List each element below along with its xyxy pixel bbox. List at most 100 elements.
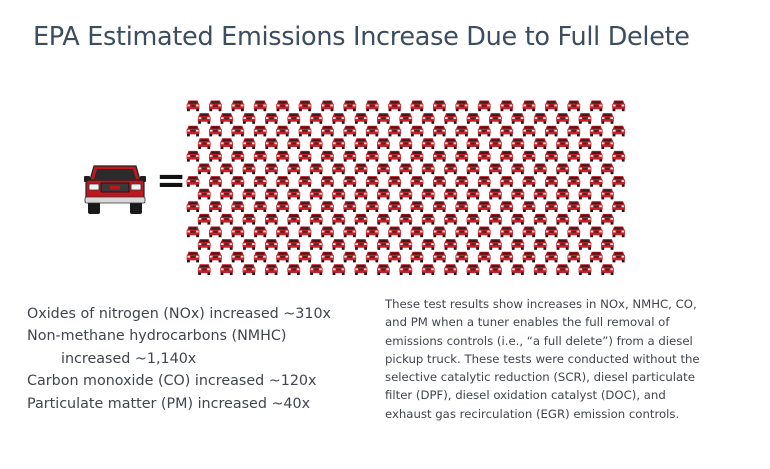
car-icon xyxy=(265,188,278,200)
car-icon xyxy=(399,113,413,124)
car-icon xyxy=(567,125,581,137)
car-icon xyxy=(410,176,424,187)
car-icon xyxy=(399,163,413,175)
car-icon xyxy=(253,201,267,212)
car-icon xyxy=(298,251,312,263)
car-icon xyxy=(421,213,435,225)
car-icon xyxy=(556,264,569,275)
car-icon xyxy=(231,125,245,137)
car-icon xyxy=(522,125,536,137)
car-icon xyxy=(601,213,614,225)
car-icon xyxy=(410,100,424,112)
car-icon xyxy=(466,213,480,225)
car-icon xyxy=(388,176,401,187)
car-icon xyxy=(455,251,469,263)
car-icon xyxy=(612,125,625,137)
car-icon xyxy=(276,100,289,112)
car-icon xyxy=(433,176,446,187)
car-icon xyxy=(354,264,368,275)
car-icon xyxy=(511,239,525,250)
car-icon xyxy=(343,251,357,263)
car-icon xyxy=(410,125,424,137)
desc-line: and PM when a tuner enables the full rem… xyxy=(385,315,670,330)
car-icon xyxy=(477,125,491,137)
car-icon xyxy=(298,100,312,112)
desc-line: These test results show increases in NOx… xyxy=(385,297,697,311)
car-icon xyxy=(433,125,446,137)
car-icon xyxy=(489,239,502,250)
car-icon xyxy=(589,125,603,137)
car-icon xyxy=(567,150,581,162)
car-icon xyxy=(444,138,457,149)
car-icon xyxy=(197,264,211,275)
car-icon xyxy=(377,163,390,175)
car-icon xyxy=(477,176,491,187)
car-icon xyxy=(589,176,603,187)
car-icon xyxy=(489,213,502,225)
car-icon xyxy=(455,150,469,162)
car-icon xyxy=(209,226,222,238)
car-icon xyxy=(433,100,446,112)
car-icon xyxy=(365,100,379,112)
car-icon xyxy=(511,213,525,225)
car-icon xyxy=(287,188,301,200)
car-icon xyxy=(421,239,435,250)
car-icon xyxy=(444,188,457,200)
test-description: These test results show increases in NOx… xyxy=(385,295,755,423)
car-icon xyxy=(242,138,256,149)
car-icon xyxy=(578,163,592,175)
car-icon xyxy=(589,251,603,263)
car-icon xyxy=(343,176,357,187)
car-icon xyxy=(522,226,536,238)
car-icon xyxy=(186,125,200,137)
car-icon xyxy=(489,264,502,275)
desc-line: filter (DPF), diesel oxidation catalyst … xyxy=(385,388,666,403)
car-icon xyxy=(433,201,446,212)
car-icon xyxy=(186,176,200,187)
car-icon xyxy=(388,251,401,263)
car-icon xyxy=(365,176,379,187)
car-icon xyxy=(421,264,435,275)
car-icon xyxy=(220,239,233,250)
car-icon xyxy=(220,264,233,275)
car-icon xyxy=(242,213,256,225)
car-icon xyxy=(612,100,625,112)
car-icon xyxy=(209,150,222,162)
car-icon xyxy=(556,163,569,175)
car-icon xyxy=(209,125,222,137)
car-icon xyxy=(287,264,301,275)
car-icon xyxy=(612,251,625,263)
car-icon xyxy=(309,213,323,225)
car-icon xyxy=(265,138,278,149)
car-icon xyxy=(545,226,558,238)
car-icon xyxy=(186,201,200,212)
car-icon xyxy=(298,150,312,162)
car-icon xyxy=(231,150,245,162)
car-icon xyxy=(522,150,536,162)
car-icon xyxy=(309,113,323,124)
car-icon xyxy=(511,163,525,175)
car-icon xyxy=(533,264,547,275)
car-icon xyxy=(197,113,211,124)
car-icon xyxy=(455,125,469,137)
car-icon xyxy=(433,150,446,162)
car-icon xyxy=(377,264,390,275)
car-icon xyxy=(455,226,469,238)
car-icon xyxy=(242,239,256,250)
car-icon xyxy=(489,163,502,175)
car-icon xyxy=(332,264,345,275)
car-icon xyxy=(556,138,569,149)
stat-co: Carbon monoxide (CO) increased ~120x xyxy=(27,373,317,390)
car-icon xyxy=(197,239,211,250)
car-icon xyxy=(321,125,334,137)
car-icon xyxy=(466,264,480,275)
car-icon xyxy=(276,125,289,137)
stat-nmhc-line2: increased ~1,140x xyxy=(61,350,197,367)
car-icon xyxy=(321,251,334,263)
desc-line: selective catalytic reduction (SCR), die… xyxy=(385,370,695,385)
car-icon xyxy=(410,226,424,238)
car-icon xyxy=(377,213,390,225)
car-icon xyxy=(578,138,592,149)
car-icon xyxy=(567,251,581,263)
car-icon xyxy=(556,113,569,124)
